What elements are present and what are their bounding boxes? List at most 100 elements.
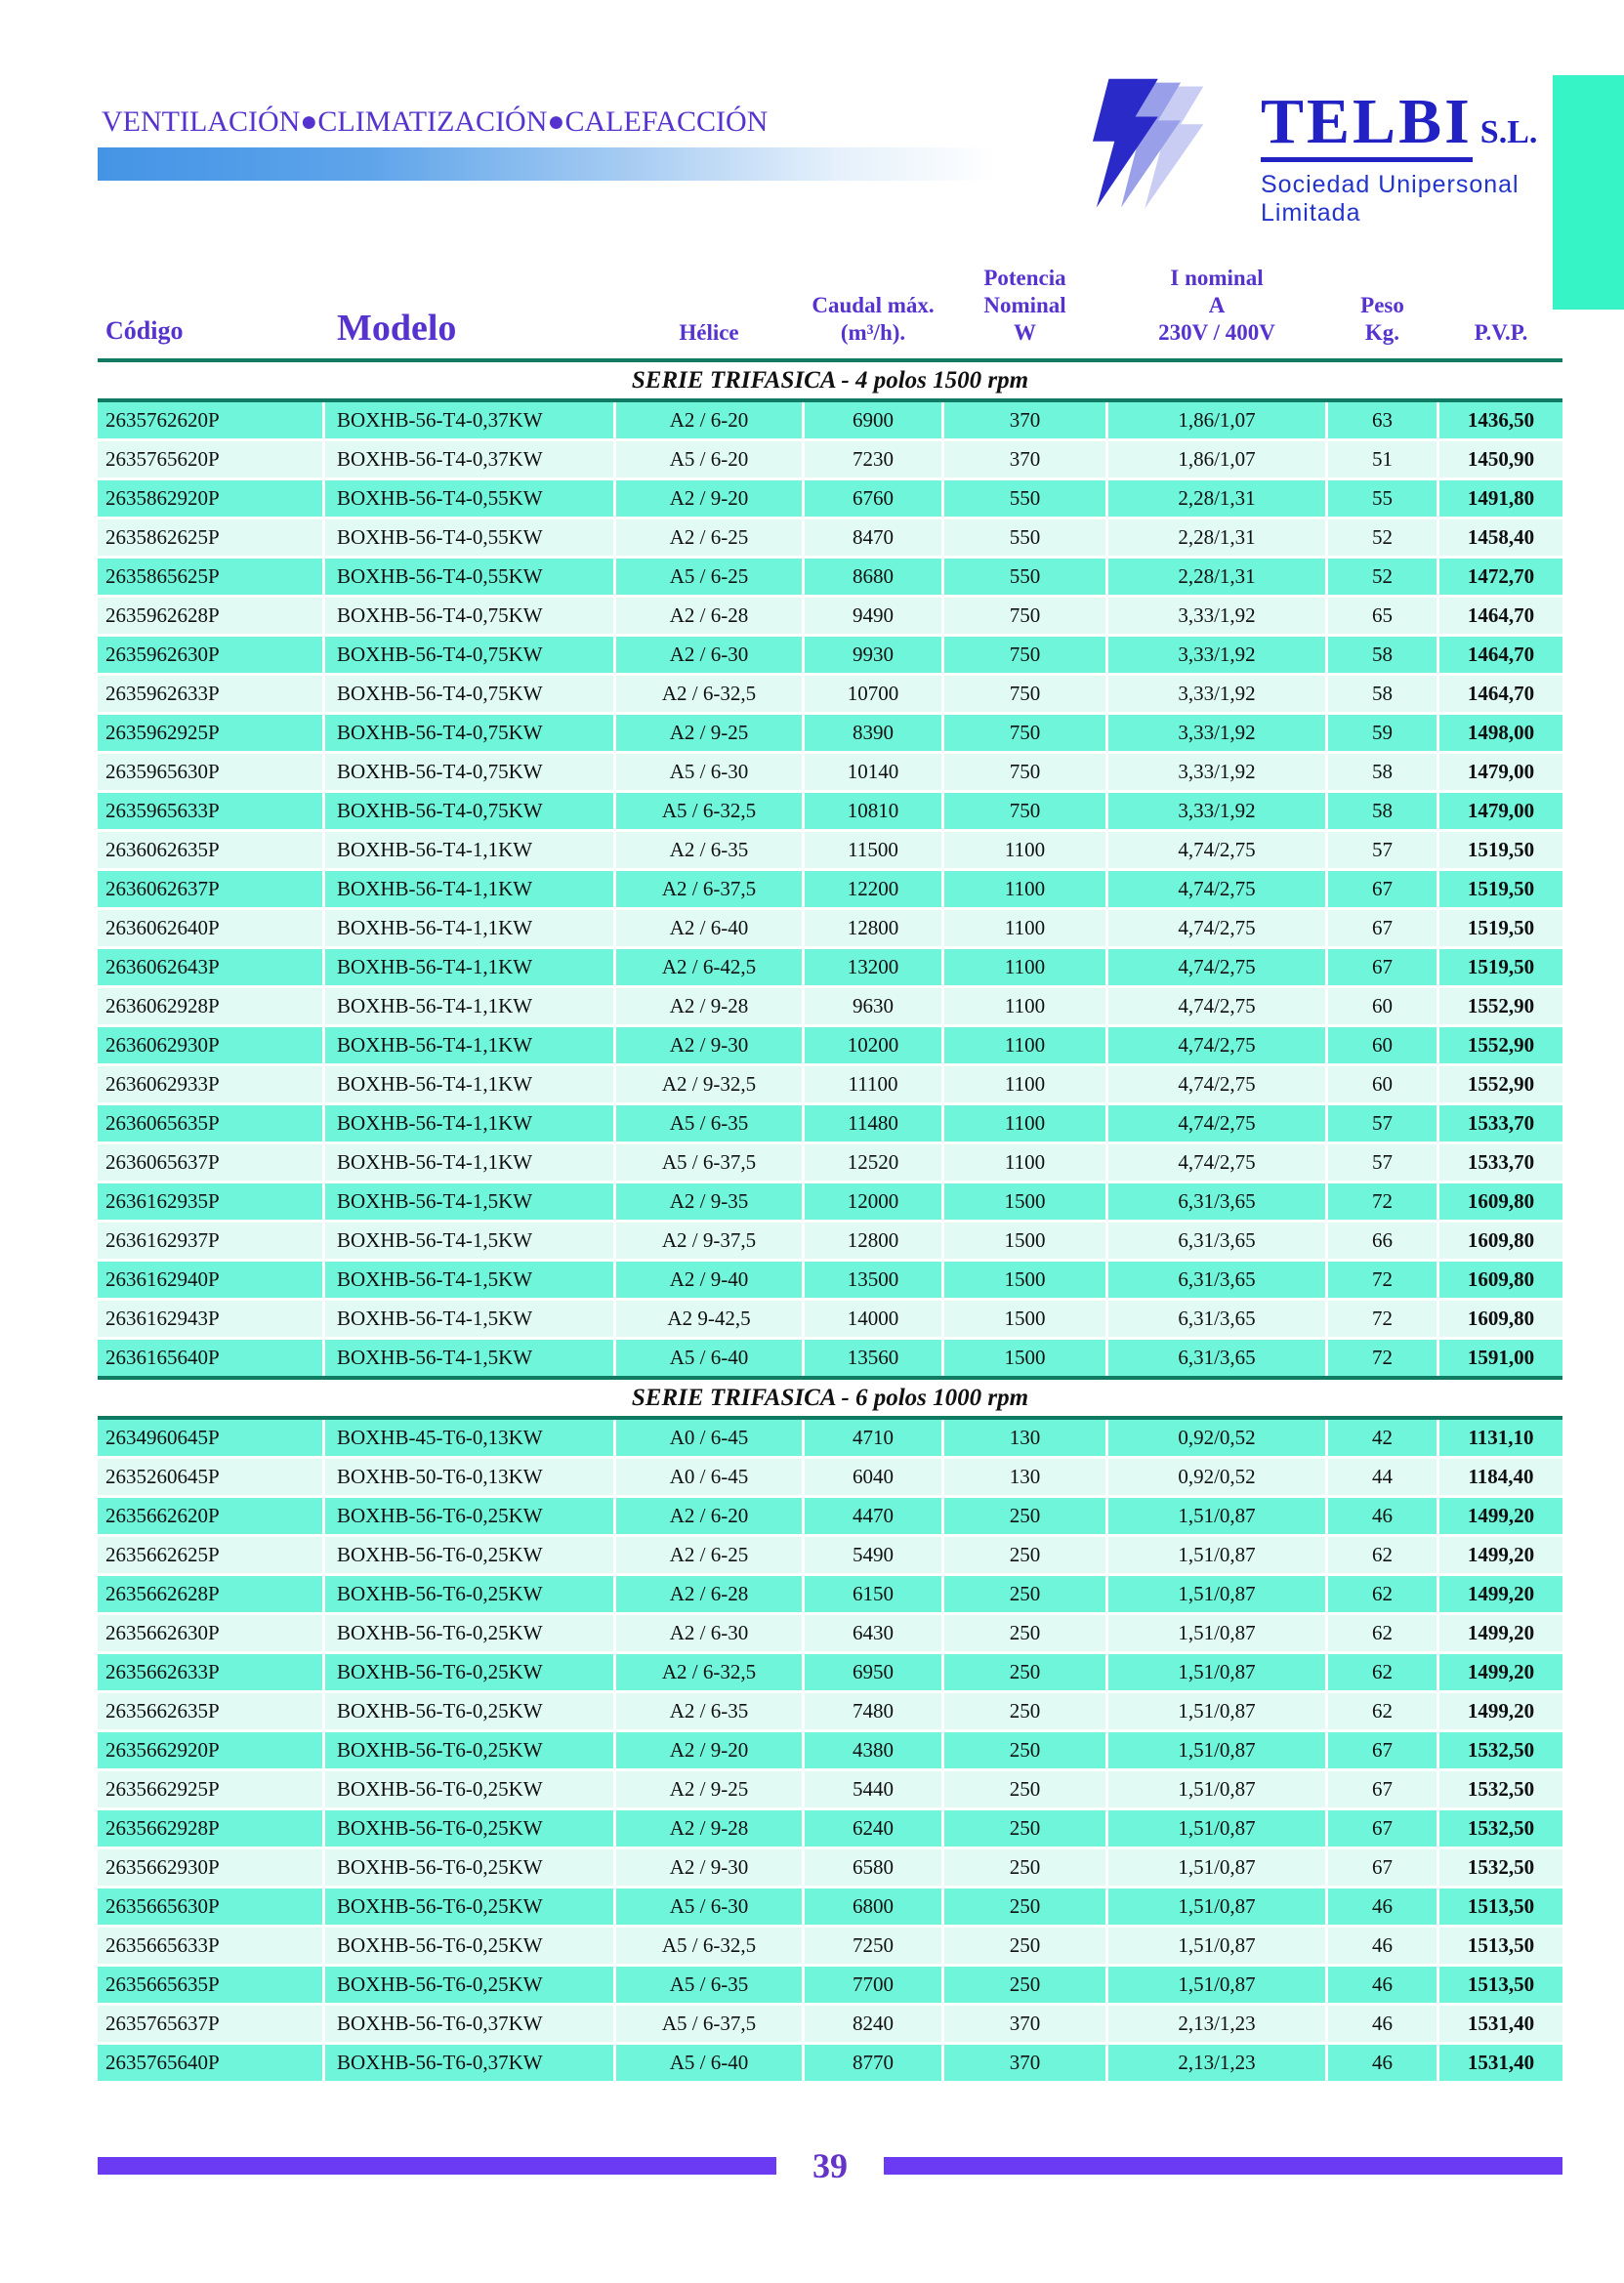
helix-cell: A5 / 6-37,5 [616, 2006, 802, 2042]
code-cell: 2635962630P [98, 637, 322, 673]
flow-cell: 9490 [805, 598, 941, 634]
weight-cell: 55 [1328, 480, 1437, 517]
model-cell: BOXHB-56-T4-0,75KW [325, 754, 613, 790]
weight-cell: 72 [1328, 1183, 1437, 1220]
helix-cell: A2 / 6-28 [616, 598, 802, 634]
flow-cell: 12800 [805, 1223, 941, 1259]
weight-cell: 44 [1328, 1459, 1437, 1495]
power-cell: 1100 [944, 871, 1105, 907]
flow-cell: 6040 [805, 1459, 941, 1495]
model-cell: BOXHB-56-T4-1,5KW [325, 1183, 613, 1220]
column-header-pvp: P.V.P. [1439, 319, 1562, 347]
power-cell: 250 [944, 1498, 1105, 1534]
model-cell: BOXHB-45-T6-0,13KW [325, 1420, 613, 1456]
helix-cell: A5 / 6-37,5 [616, 1144, 802, 1181]
power-cell: 750 [944, 676, 1105, 712]
table-row: 2635865625P BOXHB-56-T4-0,55KW A5 / 6-25 86… [98, 559, 1562, 595]
helix-cell: A2 / 6-20 [616, 402, 802, 438]
weight-cell: 57 [1328, 1105, 1437, 1142]
power-cell: 250 [944, 1693, 1105, 1729]
code-cell: 2636162935P [98, 1183, 322, 1220]
column-header-line: P.V.P. [1474, 319, 1528, 345]
code-cell: 2635665635P [98, 1967, 322, 2003]
helix-cell: A2 / 6-25 [616, 1537, 802, 1573]
model-cell: BOXHB-56-T6-0,25KW [325, 1498, 613, 1534]
code-cell: 2635765637P [98, 2006, 322, 2042]
weight-cell: 60 [1328, 1027, 1437, 1063]
flow-cell: 6240 [805, 1810, 941, 1847]
flow-cell: 6580 [805, 1849, 941, 1886]
price-cell: 1464,70 [1439, 598, 1562, 634]
helix-cell: A2 / 9-20 [616, 1732, 802, 1768]
helix-cell: A2 / 9-30 [616, 1849, 802, 1886]
company-name: TELBI [1261, 90, 1473, 162]
model-cell: BOXHB-56-T4-1,5KW [325, 1223, 613, 1259]
weight-cell: 62 [1328, 1537, 1437, 1573]
code-cell: 2635662925P [98, 1771, 322, 1807]
price-cell: 1591,00 [1439, 1340, 1562, 1376]
code-cell: 2635962628P [98, 598, 322, 634]
weight-cell: 52 [1328, 559, 1437, 595]
flow-cell: 9630 [805, 988, 941, 1024]
table-row: 2636062933P BOXHB-56-T4-1,1KW A2 / 9-32,5 1… [98, 1066, 1562, 1102]
code-cell: 2635662633P [98, 1654, 322, 1690]
code-cell: 2635662620P [98, 1498, 322, 1534]
current-cell: 3,33/1,92 [1108, 715, 1325, 751]
power-cell: 370 [944, 2045, 1105, 2081]
helix-cell: A5 / 6-32,5 [616, 1928, 802, 1964]
weight-cell: 67 [1328, 1849, 1437, 1886]
weight-cell: 62 [1328, 1576, 1437, 1612]
weight-cell: 62 [1328, 1693, 1437, 1729]
model-cell: BOXHB-56-T4-1,5KW [325, 1340, 613, 1376]
section-divider [98, 398, 1562, 402]
flow-cell: 13560 [805, 1340, 941, 1376]
table-row: 2635862920P BOXHB-56-T4-0,55KW A2 / 9-20 67… [98, 480, 1562, 517]
column-header-line: A [1208, 292, 1226, 317]
page-number: 39 [812, 2146, 848, 2185]
current-cell: 2,28/1,31 [1108, 480, 1325, 517]
weight-cell: 46 [1328, 1889, 1437, 1925]
weight-cell: 65 [1328, 598, 1437, 634]
power-cell: 750 [944, 793, 1105, 829]
column-header-line: (m³/h). [840, 319, 906, 345]
section-title: SERIE TRIFASICA - 4 polos 1500 rpm [631, 367, 1029, 394]
code-cell: 2636062928P [98, 988, 322, 1024]
price-table: Código Modelo Hélice Caudal máx. (m³/h). Pote… [98, 249, 1562, 2081]
current-cell: 6,31/3,65 [1108, 1223, 1325, 1259]
code-cell: 2635762620P [98, 402, 322, 438]
price-cell: 1499,20 [1439, 1576, 1562, 1612]
helix-cell: A2 / 6-30 [616, 637, 802, 673]
table-row: 2635662925P BOXHB-56-T6-0,25KW A2 / 9-25 54… [98, 1771, 1562, 1807]
model-cell: BOXHB-56-T4-0,75KW [325, 715, 613, 751]
weight-cell: 62 [1328, 1615, 1437, 1651]
current-cell: 6,31/3,65 [1108, 1262, 1325, 1298]
helix-cell: A2 / 6-35 [616, 832, 802, 868]
table-row: 2635862625P BOXHB-56-T4-0,55KW A2 / 6-25 84… [98, 519, 1562, 556]
code-cell: 2635260645P [98, 1459, 322, 1495]
table-body-section-2: 2634960645P BOXHB-45-T6-0,13KW A0 / 6-45 47… [98, 1420, 1562, 2081]
column-header-line: Modelo [337, 308, 457, 349]
flow-cell: 8240 [805, 2006, 941, 2042]
price-cell: 1533,70 [1439, 1105, 1562, 1142]
weight-cell: 67 [1328, 1732, 1437, 1768]
model-cell: BOXHB-56-T6-0,25KW [325, 1732, 613, 1768]
weight-cell: 46 [1328, 1498, 1437, 1534]
power-cell: 1500 [944, 1262, 1105, 1298]
power-cell: 1100 [944, 910, 1105, 946]
weight-cell: 46 [1328, 2045, 1437, 2081]
price-cell: 1532,50 [1439, 1771, 1562, 1807]
power-cell: 250 [944, 1967, 1105, 2003]
model-cell: BOXHB-56-T4-0,75KW [325, 676, 613, 712]
column-header-modelo: Modelo [325, 310, 613, 347]
flow-cell: 12200 [805, 871, 941, 907]
table-row: 2635765620P BOXHB-56-T4-0,37KW A5 / 6-20 72… [98, 441, 1562, 477]
table-row: 2635962628P BOXHB-56-T4-0,75KW A2 / 6-28 94… [98, 598, 1562, 634]
power-cell: 1100 [944, 1027, 1105, 1063]
flow-cell: 4710 [805, 1420, 941, 1456]
current-cell: 3,33/1,92 [1108, 754, 1325, 790]
column-header-line: 230V / 400V [1158, 319, 1275, 345]
column-header-line: Kg. [1364, 319, 1400, 345]
power-cell: 370 [944, 402, 1105, 438]
helix-cell: A2 / 9-25 [616, 715, 802, 751]
